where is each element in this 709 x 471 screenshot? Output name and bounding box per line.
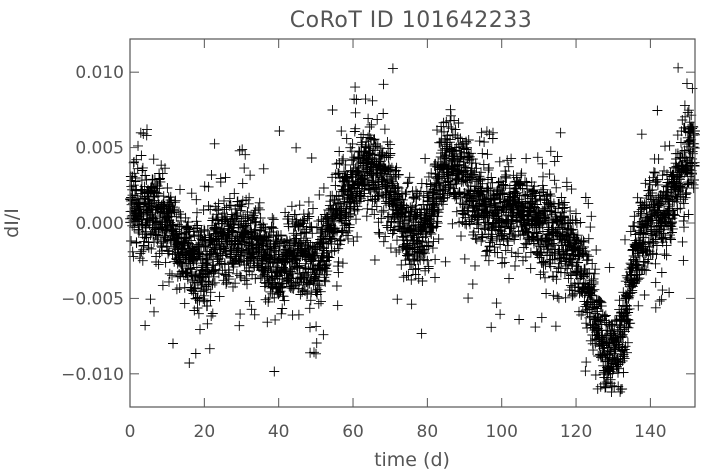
y-tick-label: −0.005 (61, 289, 124, 309)
x-tick-label: 140 (634, 422, 666, 442)
x-tick-label: 20 (194, 422, 216, 442)
y-axis-label: dI/I (1, 208, 23, 238)
x-tick-label: 80 (417, 422, 439, 442)
x-tick-label: 40 (268, 422, 290, 442)
y-tick-label: 0.010 (75, 63, 124, 83)
x-tick-label: 60 (342, 422, 364, 442)
x-tick-label: 100 (485, 422, 517, 442)
y-tick-label: −0.010 (61, 365, 124, 385)
chart-title: CoRoT ID 101642233 (290, 8, 532, 33)
x-axis-label: time (d) (374, 449, 450, 471)
plus-markers (125, 62, 700, 397)
x-tick-label: 120 (560, 422, 592, 442)
data-points (125, 62, 700, 397)
x-axis: 0 20 40 60 80 100 120 140 (125, 39, 667, 442)
x-tick-label: 0 (125, 422, 136, 442)
y-tick-label: 0.000 (75, 214, 124, 234)
y-tick-label: 0.005 (75, 139, 124, 159)
y-axis: −0.010 −0.005 0.000 0.005 0.010 (61, 63, 695, 385)
